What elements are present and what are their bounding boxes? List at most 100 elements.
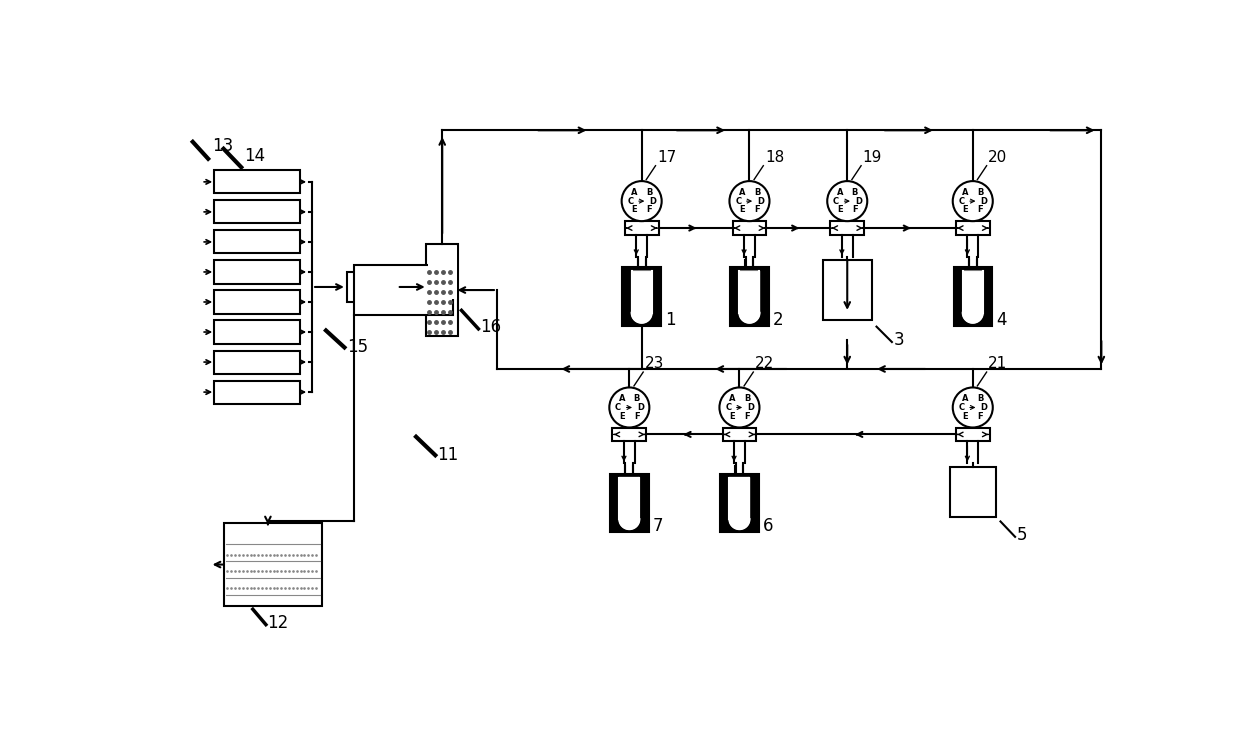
Text: D: D (856, 196, 862, 205)
Text: 7: 7 (652, 517, 663, 535)
Circle shape (729, 181, 770, 221)
Bar (822, 260, 872, 320)
Text: F: F (754, 205, 760, 214)
Text: C: C (735, 196, 742, 205)
Text: 23: 23 (645, 356, 665, 371)
Text: F: F (977, 205, 983, 214)
Text: 19: 19 (863, 150, 882, 165)
Text: E: E (619, 411, 625, 420)
Text: B: B (744, 394, 750, 403)
Bar (613, 427, 646, 441)
Text: F: F (852, 205, 858, 214)
Bar (831, 221, 864, 235)
Text: B: B (852, 188, 858, 197)
Text: D: D (981, 196, 987, 205)
Text: 22: 22 (755, 356, 774, 371)
Circle shape (827, 181, 867, 221)
Text: C: C (959, 196, 965, 205)
Text: 3: 3 (894, 331, 904, 349)
Polygon shape (729, 478, 749, 529)
Bar (610, 474, 649, 532)
Text: 1: 1 (665, 311, 676, 329)
Bar (355, 265, 453, 315)
Text: E: E (962, 205, 968, 214)
Text: C: C (725, 403, 732, 412)
Text: F: F (977, 411, 983, 420)
Bar (213, 320, 300, 344)
Bar (213, 170, 300, 193)
Text: 11: 11 (436, 446, 458, 464)
Text: A: A (631, 188, 637, 197)
Bar (427, 244, 459, 336)
Text: 2: 2 (773, 311, 784, 329)
Text: D: D (748, 403, 754, 412)
Text: 14: 14 (244, 147, 265, 165)
Text: 16: 16 (480, 317, 501, 335)
Circle shape (621, 181, 662, 221)
Bar (223, 523, 322, 606)
Bar (730, 268, 769, 326)
Text: 18: 18 (765, 150, 784, 165)
Text: B: B (977, 188, 983, 197)
Text: A: A (729, 394, 735, 403)
Text: B: B (646, 188, 652, 197)
Text: 13: 13 (212, 137, 233, 155)
Text: D: D (758, 196, 764, 205)
Text: 5: 5 (1017, 526, 1027, 544)
Text: E: E (962, 411, 968, 420)
Bar (622, 268, 661, 326)
Polygon shape (739, 271, 759, 323)
Text: 12: 12 (268, 614, 289, 632)
Bar (720, 474, 759, 532)
Circle shape (952, 387, 993, 427)
Bar (625, 221, 658, 235)
Text: B: B (754, 188, 760, 197)
Bar (213, 290, 300, 314)
Text: 4: 4 (996, 311, 1007, 329)
Bar (723, 427, 756, 441)
Text: D: D (981, 403, 987, 412)
Text: E: E (631, 205, 637, 214)
Text: A: A (837, 188, 843, 197)
Polygon shape (631, 271, 652, 323)
Text: B: B (977, 394, 983, 403)
Text: A: A (962, 394, 968, 403)
Text: 15: 15 (347, 338, 368, 356)
Circle shape (952, 181, 993, 221)
Text: C: C (833, 196, 839, 205)
Text: C: C (627, 196, 634, 205)
Text: C: C (959, 403, 965, 412)
Bar (213, 200, 300, 223)
Text: A: A (962, 188, 968, 197)
Polygon shape (619, 478, 640, 529)
Text: D: D (637, 403, 644, 412)
Text: E: E (729, 411, 735, 420)
Bar (956, 221, 990, 235)
Text: D: D (650, 196, 656, 205)
Polygon shape (962, 271, 983, 323)
Text: 21: 21 (988, 356, 1007, 371)
Circle shape (609, 387, 650, 427)
Bar (213, 381, 300, 404)
Text: 17: 17 (657, 150, 676, 165)
Text: F: F (634, 411, 640, 420)
Bar (954, 268, 992, 326)
Text: B: B (634, 394, 640, 403)
Text: A: A (619, 394, 625, 403)
Text: C: C (615, 403, 621, 412)
Bar (213, 260, 300, 284)
Bar (956, 427, 990, 441)
Bar (347, 272, 397, 302)
Text: E: E (739, 205, 745, 214)
Bar (950, 467, 996, 517)
Text: F: F (646, 205, 652, 214)
Bar (428, 246, 456, 299)
Text: A: A (739, 188, 745, 197)
Text: F: F (744, 411, 750, 420)
Text: 6: 6 (763, 517, 773, 535)
Bar (213, 230, 300, 253)
Text: E: E (837, 205, 842, 214)
Circle shape (719, 387, 759, 427)
Bar (733, 221, 766, 235)
Text: 20: 20 (988, 150, 1007, 165)
